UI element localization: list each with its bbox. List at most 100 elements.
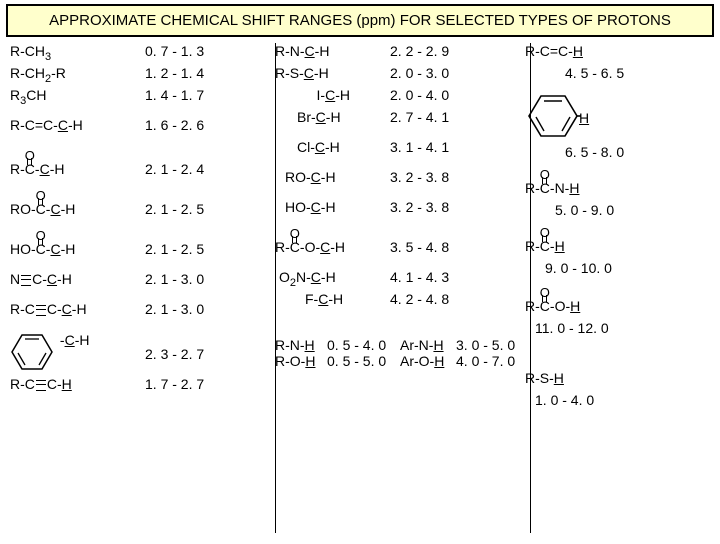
formula: R-CH2-R: [10, 65, 145, 85]
row-benz-h: H: [525, 91, 700, 144]
benzene-icon: [525, 91, 581, 144]
formula: R-N-C-H: [275, 43, 390, 59]
formula: R-CO-O-C-H: [275, 239, 390, 255]
range: 1. 0 - 4. 0: [525, 392, 594, 408]
formula: R-C=C-H: [525, 43, 583, 59]
row-r-ch2-r: R-CH2-R 1. 2 - 1. 4: [10, 65, 275, 87]
range: 2. 2 - 2. 9: [390, 43, 449, 59]
range: 2. 1 - 2. 5: [145, 201, 204, 217]
range: 2. 1 - 2. 5: [145, 241, 204, 257]
range: 3. 5 - 4. 8: [390, 239, 449, 255]
formula: R-CO-N-H: [525, 180, 620, 196]
row-rsh-range: 1. 0 - 4. 0: [525, 392, 700, 414]
row-hocc-ch: HO-CO-C-H 2. 1 - 2. 5: [10, 241, 275, 263]
range: 4. 0 - 7. 0: [456, 353, 515, 369]
range: 2. 1 - 3. 0: [145, 301, 204, 317]
range: 2. 0 - 3. 0: [390, 65, 449, 81]
range: 2. 0 - 4. 0: [390, 87, 449, 103]
formula: R-N-H: [275, 337, 327, 353]
range: 2. 3 - 2. 7: [145, 346, 204, 362]
row-hoch: HO-C-H 3. 2 - 3. 8: [275, 199, 525, 221]
row-rc-c-h: R-C=C-H: [525, 43, 700, 65]
row-rsh: R-S-H: [525, 370, 700, 392]
row-rc-tc-h: R-CC-H 1. 7 - 2. 7: [10, 376, 275, 398]
triple-bond-icon: [35, 304, 47, 316]
formula: HO-CO-C-H: [10, 241, 145, 257]
row-r3-ch: R3CH 1. 4 - 1. 7: [10, 87, 275, 109]
row-roch: RO-C-H 3. 2 - 3. 8: [275, 169, 525, 191]
range: 4. 5 - 6. 5: [525, 65, 624, 81]
row-rcc-ch: R-CO-C-H 2. 1 - 2. 4: [10, 161, 275, 183]
formula: R-C=C-C-H: [10, 117, 145, 133]
row-rcnh-range: 5. 0 - 9. 0: [525, 202, 700, 224]
range: 1. 7 - 2. 7: [145, 376, 204, 392]
formula: R-S-H: [525, 370, 564, 386]
range: 11. 0 - 12. 0: [525, 320, 609, 336]
formula: NC-C-H: [10, 271, 145, 287]
row-o2nch: O2N-C-H 4. 1 - 4. 3: [275, 269, 525, 291]
formula: H: [579, 110, 589, 126]
formula: RO-CO-C-H: [10, 201, 145, 217]
formula: R-S-C-H: [275, 65, 390, 81]
range: 9. 0 - 10. 0: [525, 260, 612, 276]
row-rch-range: 9. 0 - 10. 0: [525, 260, 700, 282]
row-brch: Br-C-H 2. 7 - 4. 1: [275, 109, 525, 131]
range: 0. 5 - 5. 0: [327, 353, 386, 369]
row-rcooch: R-CO-O-C-H 3. 5 - 4. 8: [275, 239, 525, 261]
row-n-cc-h: NC-C-H 2. 1 - 3. 0: [10, 271, 275, 293]
pair-roh: R-O-H 0. 5 - 5. 0: [275, 353, 400, 369]
row-ich: I-C-H 2. 0 - 4. 0: [275, 87, 525, 109]
pair-arnh: Ar-N-H 3. 0 - 5. 0: [400, 337, 525, 353]
row-rch: R-CO-H: [525, 238, 700, 260]
formula: R-CC-C-H: [10, 301, 145, 317]
benzene-icon: [10, 331, 56, 376]
formula: R-CH3: [10, 43, 145, 63]
row-benz-h-range: 6. 5 - 8. 0: [525, 144, 700, 166]
range: 1. 4 - 1. 7: [145, 87, 204, 103]
formula: F-C-H: [275, 291, 390, 307]
title-bar: APPROXIMATE CHEMICAL SHIFT RANGES (ppm) …: [6, 4, 714, 37]
pair-aroh: Ar-O-H 4. 0 - 7. 0: [400, 353, 525, 369]
range: 1. 6 - 2. 6: [145, 117, 204, 133]
row-benz-ch: -C-H 2. 3 - 2. 7: [10, 331, 275, 376]
range: 2. 1 - 3. 0: [145, 271, 204, 287]
row-rnch: R-N-C-H 2. 2 - 2. 9: [275, 43, 525, 65]
column-3: R-C=C-H 4. 5 - 6. 5 H 6. 5 - 8. 0 R-CO-N…: [525, 43, 700, 414]
bottom-block: R-N-H 0. 5 - 4. 0 Ar-N-H 3. 0 - 5. 0 R-O…: [275, 337, 525, 369]
formula: HO-C-H: [275, 199, 390, 215]
row-rc-c-h-range: 4. 5 - 6. 5: [525, 65, 700, 87]
row-rc-cc-h2: R-CC-C-H 2. 1 - 3. 0: [10, 301, 275, 323]
formula: R-CC-H: [10, 376, 145, 392]
range: 0. 7 - 1. 3: [145, 43, 204, 59]
range: 2. 1 - 2. 4: [145, 161, 204, 177]
pair-rnh: R-N-H 0. 5 - 4. 0: [275, 337, 400, 353]
range: 2. 7 - 4. 1: [390, 109, 449, 125]
range: 3. 1 - 4. 1: [390, 139, 449, 155]
range: 3. 2 - 3. 8: [390, 199, 449, 215]
formula: Ar-O-H: [400, 353, 456, 369]
formula: RO-C-H: [275, 169, 390, 185]
range: 3. 0 - 5. 0: [456, 337, 515, 353]
formula: -C-H: [10, 331, 145, 376]
formula: Ar-N-H: [400, 337, 456, 353]
formula: R-CO-H: [525, 238, 620, 254]
title-text: APPROXIMATE CHEMICAL SHIFT RANGES (ppm) …: [49, 12, 671, 29]
range: 4. 1 - 4. 3: [390, 269, 449, 285]
formula: O2N-C-H: [275, 269, 390, 289]
row-rc-cc-h: R-C=C-C-H 1. 6 - 2. 6: [10, 117, 275, 139]
content-area: R-CH3 0. 7 - 1. 3 R-CH2-R 1. 2 - 1. 4 R3…: [0, 43, 720, 414]
range: 4. 2 - 4. 8: [390, 291, 449, 307]
row-rcnh: R-CO-N-H: [525, 180, 700, 202]
row-clch: Cl-C-H 3. 1 - 4. 1: [275, 139, 525, 161]
formula: R-CO-C-H: [10, 161, 145, 177]
range: 0. 5 - 4. 0: [327, 337, 386, 353]
formula: R-O-H: [275, 353, 327, 369]
triple-bond-icon: [35, 379, 47, 391]
range: 3. 2 - 3. 8: [390, 169, 449, 185]
triple-bond-icon: [20, 274, 32, 286]
formula: Cl-C-H: [275, 139, 390, 155]
formula: Br-C-H: [275, 109, 390, 125]
range: 1. 2 - 1. 4: [145, 65, 204, 81]
column-2: R-N-C-H 2. 2 - 2. 9 R-S-C-H 2. 0 - 3. 0 …: [275, 43, 525, 414]
row-rcoh-range: 11. 0 - 12. 0: [525, 320, 700, 342]
